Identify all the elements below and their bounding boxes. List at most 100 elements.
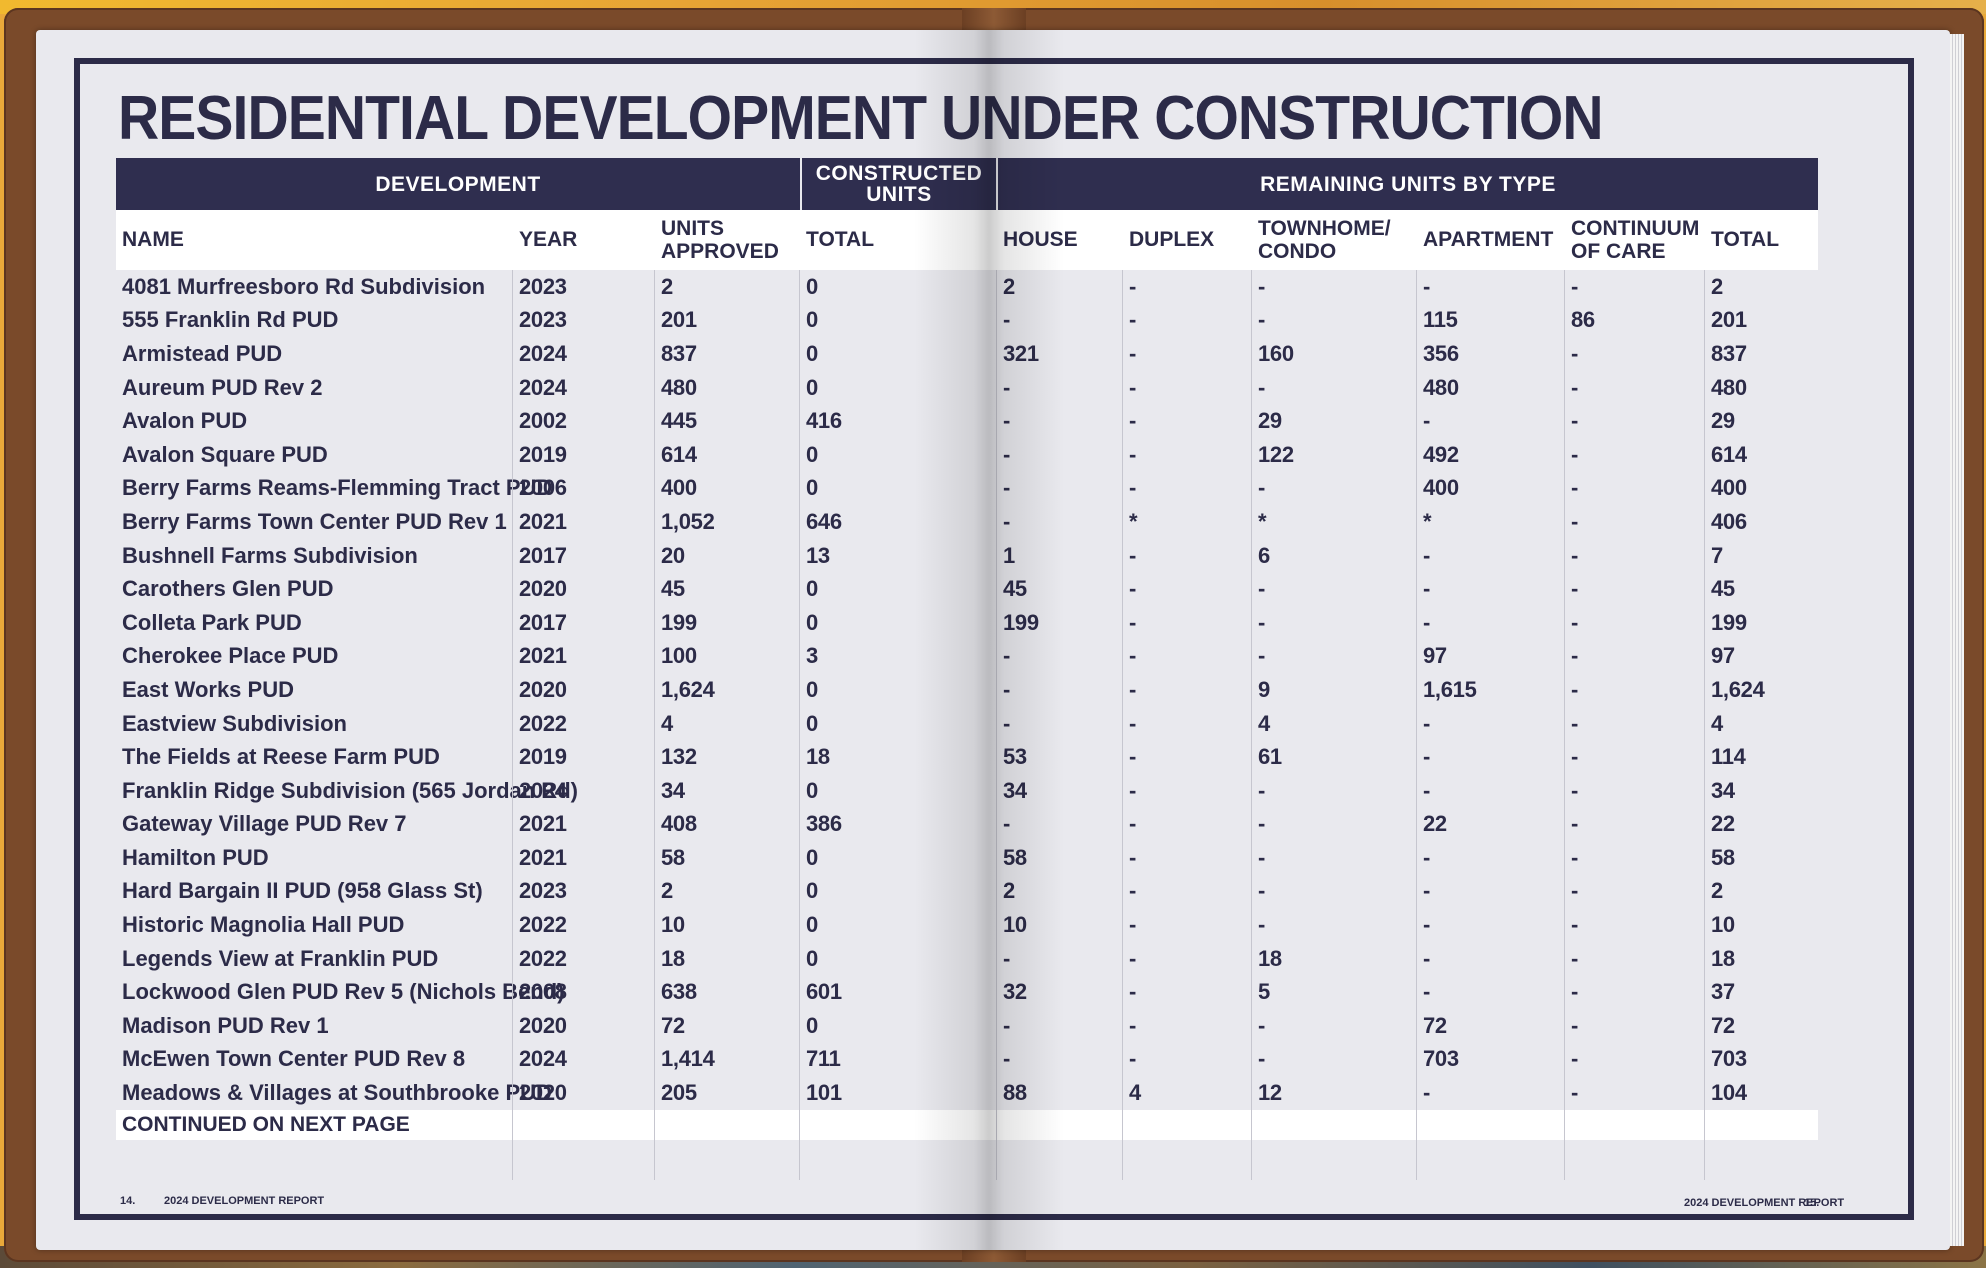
cell-units-approved: 1,624	[661, 676, 715, 702]
cell-continuum-of-care: -	[1571, 811, 1579, 837]
cell-total-remaining: 400	[1711, 475, 1747, 501]
cell-continuum-of-care: -	[1571, 1012, 1579, 1038]
cell-house: -	[1003, 307, 1011, 333]
cell-total-constructed: 13	[806, 542, 830, 568]
cell-units-approved: 2	[661, 273, 673, 299]
cell-townhome-condo: -	[1258, 307, 1266, 333]
cell-apartment: 97	[1423, 643, 1447, 669]
cell-units-approved: 10	[661, 912, 685, 938]
cell-duplex: -	[1129, 441, 1137, 467]
cell-continuum-of-care: -	[1571, 273, 1579, 299]
cell-duplex: -	[1129, 777, 1137, 803]
table-row: Carothers Glen PUD 2020 45 0 45 - - - - 45	[116, 572, 1818, 606]
cell-total-constructed: 416	[806, 408, 842, 434]
cell-apartment: -	[1423, 408, 1431, 434]
cell-year: 2021	[519, 811, 567, 837]
cell-duplex: -	[1129, 340, 1137, 366]
cell-total-remaining: 10	[1711, 912, 1735, 938]
cell-year: 2020	[519, 1080, 567, 1106]
cell-units-approved: 132	[661, 744, 697, 770]
cell-name: Hamilton PUD	[122, 844, 269, 870]
cell-total-remaining: 614	[1711, 441, 1747, 467]
cell-total-remaining: 201	[1711, 307, 1747, 333]
cell-continuum-of-care: -	[1571, 945, 1579, 971]
page-frame	[74, 58, 1914, 1220]
cell-duplex: -	[1129, 744, 1137, 770]
column-divider	[512, 270, 513, 1180]
cell-year: 2020	[519, 676, 567, 702]
cell-house: 321	[1003, 340, 1039, 366]
cell-house: -	[1003, 643, 1011, 669]
cell-total-remaining: 22	[1711, 811, 1735, 837]
cell-total-constructed: 0	[806, 676, 818, 702]
cell-total-constructed: 0	[806, 273, 818, 299]
cell-units-approved: 480	[661, 374, 697, 400]
column-divider	[1416, 270, 1417, 1180]
table-row: Berry Farms Reams-Flemming Tract PUD 2006…	[116, 472, 1818, 506]
cell-apartment: 22	[1423, 811, 1447, 837]
table-row: Hard Bargain II PUD (958 Glass St) 2023 2 0…	[116, 875, 1818, 909]
table-row: The Fields at Reese Farm PUD 2019 132 18 53 -…	[116, 740, 1818, 774]
cell-year: 2022	[519, 945, 567, 971]
cell-townhome-condo: -	[1258, 912, 1266, 938]
cell-name: Gateway Village PUD Rev 7	[122, 811, 407, 837]
cell-townhome-condo: -	[1258, 576, 1266, 602]
cell-continuum-of-care: -	[1571, 1046, 1579, 1072]
cell-duplex: -	[1129, 979, 1137, 1005]
column-header-year: YEAR	[519, 228, 578, 252]
cell-townhome-condo: 160	[1258, 340, 1294, 366]
cell-house: 10	[1003, 912, 1027, 938]
column-divider	[1251, 270, 1252, 1180]
continued-row: CONTINUED ON NEXT PAGE	[116, 1109, 1818, 1140]
cell-total-remaining: 29	[1711, 408, 1735, 434]
cell-total-constructed: 646	[806, 508, 842, 534]
cell-units-approved: 20	[661, 542, 685, 568]
cell-name: 555 Franklin Rd PUD	[122, 307, 339, 333]
cell-townhome-condo: 6	[1258, 542, 1270, 568]
table-row: Avalon Square PUD 2019 614 0 - - 122 492 - 614	[116, 438, 1818, 472]
cell-name: Armistead PUD	[122, 340, 283, 366]
cell-year: 2006	[519, 475, 567, 501]
table-row: 555 Franklin Rd PUD 2023 201 0 - - - 115 86 201	[116, 304, 1818, 338]
cell-apartment: -	[1423, 912, 1431, 938]
cell-total-constructed: 386	[806, 811, 842, 837]
cell-units-approved: 199	[661, 609, 697, 635]
cell-duplex: -	[1129, 475, 1137, 501]
cell-year: 2008	[519, 979, 567, 1005]
cell-total-constructed: 0	[806, 878, 818, 904]
cell-duplex: -	[1129, 643, 1137, 669]
cell-townhome-condo: 61	[1258, 744, 1282, 770]
cell-townhome-condo: -	[1258, 609, 1266, 635]
cell-total-remaining: 2	[1711, 878, 1723, 904]
cell-total-remaining: 7	[1711, 542, 1723, 568]
cell-units-approved: 201	[661, 307, 697, 333]
group-header-remaining: REMAINING UNITS BY TYPE	[1260, 172, 1556, 196]
cell-name: Hard Bargain II PUD (958 Glass St)	[122, 878, 483, 904]
cell-house: -	[1003, 408, 1011, 434]
cell-units-approved: 445	[661, 408, 697, 434]
cell-townhome-condo: -	[1258, 475, 1266, 501]
cell-year: 2024	[519, 340, 567, 366]
cell-house: 199	[1003, 609, 1039, 635]
cell-duplex: -	[1129, 374, 1137, 400]
cell-continuum-of-care: -	[1571, 542, 1579, 568]
column-header-care-line2: OF CARE	[1571, 240, 1666, 263]
cell-name: Historic Magnolia Hall PUD	[122, 912, 405, 938]
cell-townhome-condo: -	[1258, 1046, 1266, 1072]
cell-year: 2024	[519, 777, 567, 803]
cell-duplex: -	[1129, 945, 1137, 971]
cell-total-remaining: 406	[1711, 508, 1747, 534]
column-header-house: HOUSE	[1003, 228, 1078, 252]
column-header-name: NAME	[122, 228, 184, 252]
column-divider	[996, 270, 997, 1180]
cell-continuum-of-care: -	[1571, 475, 1579, 501]
cell-apartment: -	[1423, 979, 1431, 1005]
cell-townhome-condo: -	[1258, 1012, 1266, 1038]
cell-total-remaining: 104	[1711, 1080, 1747, 1106]
cell-units-approved: 614	[661, 441, 697, 467]
column-header-apartment: APARTMENT	[1423, 228, 1554, 252]
cell-total-constructed: 0	[806, 576, 818, 602]
cell-year: 2023	[519, 273, 567, 299]
footer-right-report-title: 2024 DEVELOPMENT REPORT	[1684, 1197, 1845, 1209]
cell-units-approved: 205	[661, 1080, 697, 1106]
